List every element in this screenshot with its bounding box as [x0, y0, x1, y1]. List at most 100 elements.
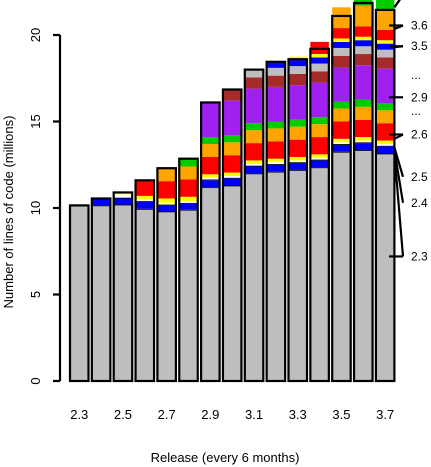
bar-segment-2.6.30-0: [375, 154, 395, 381]
bar-segment-2.6.30-16: [375, 0, 395, 10]
bar-outline-2.6.24: [309, 47, 330, 383]
bar-outline-2.4: [90, 197, 112, 383]
bar-segment-2.6.18-9: [244, 88, 264, 124]
release-annotation-label: 2.9: [411, 90, 428, 104]
release-annotation-label: 3.6: [411, 18, 428, 32]
bar-outline-2.6.10: [156, 167, 177, 383]
bar-segment-2.6.30-6: [375, 123, 395, 141]
bar-segment-2.6-1: [135, 208, 155, 210]
bar-segment-2.6.18-11: [244, 68, 264, 78]
y-axis-title: Number of lines of code (millions): [1, 116, 16, 309]
x-axis: 2.3 2.5 2.7 2.9 3.1 3.3 3.5 3.7: [70, 407, 394, 422]
bar-segment-2.6.26-7: [332, 108, 351, 122]
bar-segment-2.6.28-3: [354, 142, 373, 144]
bar-segment-2.6.14-7: [201, 143, 220, 157]
bar-segment-2.6.28-15: [354, 5, 373, 27]
bar-segment-2.6.28-9: [354, 65, 373, 100]
release-annotation-label: 2.5: [411, 170, 428, 184]
bar-segment-2.6.16-6: [222, 155, 242, 173]
bar-segment-2.6.26-11: [332, 47, 351, 56]
bar-segment-2.6.28-4: [354, 140, 373, 143]
bar-segment-2.6.26-5: [332, 138, 351, 143]
bar-segment-2.6-6: [135, 180, 155, 196]
bar-outline-2.6.20: [265, 60, 287, 383]
bar-segment-2.6.28-13: [354, 36, 373, 41]
bar-segment-2.6.14-3: [201, 179, 220, 181]
bar-segment-2.6.20-6: [266, 141, 286, 159]
annotation-leader-line: [393, 153, 405, 257]
x-tick-label: 3.3: [289, 407, 307, 422]
bar-segment-2.6.18-4: [244, 163, 264, 166]
bar-segment-2.6.20-12: [266, 60, 286, 68]
release-annotation-label: ...: [411, 104, 421, 118]
bar-outline-2.6.22: [287, 58, 309, 383]
bar-segment-2.6-2: [135, 201, 155, 209]
bar-segment-2.6.20-1: [266, 171, 286, 173]
bar-segment-2.6.16-7: [222, 142, 242, 156]
bar-segment-2.6.30-1: [375, 153, 395, 155]
bar-segment-2.6.22-1: [288, 169, 307, 171]
bar-segment-2.6.24-6: [310, 137, 329, 155]
x-tick-label: 2.3: [70, 407, 88, 422]
bar-outline-2.6.14: [200, 101, 221, 383]
release-annotation-label: 3.5: [411, 39, 428, 53]
bar-segment-2.6.24-1: [310, 167, 329, 169]
bar-segment-2.6.24-11: [310, 63, 329, 72]
bar-segment-2.6.18-7: [244, 130, 264, 144]
bar-segment-2.6.26-6: [332, 121, 351, 139]
bar-segment-2.6.24-5: [310, 154, 329, 158]
bar-segment-2.6.26-1: [332, 151, 351, 153]
bar-segment-2.6.26-0: [332, 152, 351, 381]
bar-segment-2.6.16-10: [222, 89, 242, 101]
bar-segment-2.6.26-9: [332, 67, 351, 102]
bar-segment-2.6.10-0: [157, 212, 176, 381]
bar-segment-2.6.18-6: [244, 143, 264, 161]
bar-segment-2.6.28-14: [354, 26, 373, 37]
y-tick-label: 20: [28, 28, 43, 42]
bar-segment-2.6.28-12: [354, 40, 373, 47]
bar-segment-2.6.14-9: [201, 102, 220, 138]
bar-segment-2.6.12-6: [179, 179, 198, 197]
bar-segment-2.6.28-10: [354, 54, 373, 66]
bar-segment-2.6.14-8: [201, 137, 220, 144]
bar-outline-2.6.18: [243, 68, 265, 383]
bar-segment-2.6.16-0: [222, 186, 242, 381]
bar-segment-2.6.10-2: [157, 205, 176, 212]
bar-segment-2.6.20-10: [266, 75, 286, 87]
bar-segment-2.6.28-2: [354, 143, 373, 151]
bar-segment-2.6-3: [135, 201, 155, 202]
bar-segment-2.6.26-12: [332, 41, 351, 48]
bar-segment-2.6.28-6: [354, 119, 373, 138]
bar-segment-2.6.22-2: [288, 163, 307, 170]
bar-segment-2.6.30-12: [375, 43, 395, 50]
bar-segment-2.6.16-4: [222, 175, 242, 178]
x-tick-label: 3.1: [245, 407, 263, 422]
x-tick-label: 2.9: [201, 407, 219, 422]
bar-segment-2.6.10-4: [157, 202, 176, 205]
bar-segment-2.6.26-3: [332, 143, 351, 145]
bar-segment-2.6.14-5: [201, 174, 220, 178]
x-tick-label: 2.5: [114, 407, 132, 422]
bar-segment-2.6.20-7: [266, 128, 286, 142]
bar-segment-2.6.24-3: [310, 159, 329, 161]
bar-segment-2.6.26-4: [332, 142, 351, 144]
bar-segment-2.6.20-5: [266, 158, 286, 163]
bar-segment-2.6.22-5: [288, 156, 307, 161]
bar-segment-2.6.16-8: [222, 135, 242, 143]
bar-segment-2.6.22-10: [288, 73, 307, 86]
bar-segment-2.6.22-12: [288, 60, 307, 67]
bar-segment-2.6.24-2: [310, 160, 329, 168]
bar-segment-2.6.28-5: [354, 137, 373, 141]
bar-segment-2.6.26-13: [332, 38, 351, 42]
bar-segment-2.6.16-5: [222, 172, 242, 176]
bar-segment-2.6.22-6: [288, 139, 307, 157]
release-annotation-label: 2.3: [411, 249, 428, 263]
bar-segment-2.6.14-1: [201, 187, 220, 189]
bar-segment-2.5-0: [113, 205, 133, 381]
y-tick-label: 10: [28, 201, 43, 215]
stacked-bars: [68, 0, 396, 383]
bar-segment-2.6.12-0: [179, 210, 198, 381]
bar-segment-2.6.22-4: [288, 160, 307, 163]
bar-outline-2.5: [112, 191, 134, 383]
